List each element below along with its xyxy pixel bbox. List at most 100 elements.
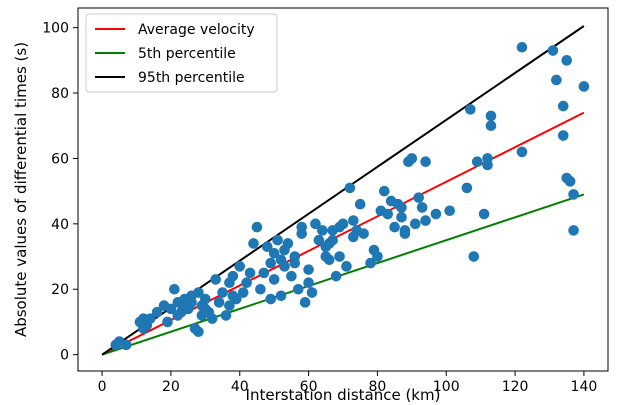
x-tick-label: 80 [369,379,387,395]
data-point [330,270,342,282]
data-point [485,120,497,132]
data-point [551,74,562,86]
data-point [255,283,266,295]
legend-label: 5th percentile [138,46,236,62]
data-point [151,306,163,318]
y-tick-label: 60 [51,151,69,167]
x-tick-label: 120 [502,379,529,395]
x-tick-label: 20 [162,379,180,395]
data-point [444,205,455,217]
legend: Average velocity 5th percentile 95th perce… [85,13,278,93]
data-point [568,225,579,236]
data-point [237,287,249,298]
data-point [292,283,304,295]
data-point [578,81,590,92]
data-point [258,267,270,279]
data-point [220,310,232,321]
data-point [272,234,283,246]
x-tick-label: 40 [231,379,249,395]
data-point [396,211,407,223]
data-points [110,41,590,351]
data-point [354,198,366,210]
plot-frame [77,7,609,372]
data-point [210,274,221,285]
data-point [169,283,180,295]
data-point [348,215,359,226]
data-point [482,153,493,164]
x-tick-label: 60 [300,379,318,395]
data-point [372,251,383,262]
data-point [193,287,204,298]
data-point [358,228,369,239]
series-line [101,193,585,356]
data-point [227,270,239,282]
data-point [396,202,407,213]
data-point [296,221,308,233]
data-point [224,300,235,311]
data-point [234,261,246,272]
data-point [265,293,277,305]
data-point [471,156,483,168]
plot-area [77,7,609,372]
data-point [378,185,390,197]
legend-label: 95th percentile [138,70,245,86]
data-point [561,55,573,66]
data-point [413,192,425,203]
data-point [557,130,569,141]
data-point [310,218,321,230]
data-point [248,238,259,249]
data-point [389,221,400,233]
data-point [231,293,242,305]
data-point [547,45,559,56]
data-point [557,100,569,112]
data-point [299,297,311,308]
data-point [516,41,528,53]
data-point [420,156,431,168]
data-point [327,234,338,246]
data-point [275,290,287,302]
data-point [165,303,177,315]
data-point [399,225,411,236]
x-axis-label: Interstation distance (km) [246,386,441,404]
y-tick-label: 100 [42,21,69,37]
data-point [286,270,297,282]
data-point [244,267,256,279]
data-point [478,208,490,220]
data-point [303,264,314,275]
data-point [120,339,132,351]
data-point [334,251,345,262]
data-point [409,218,421,230]
data-point [206,313,218,324]
data-point [162,316,173,328]
data-point [282,238,294,249]
x-tick-label: 100 [433,379,460,395]
x-axis-ticks: 0 20 40 60 80 100 120 140 [98,371,597,395]
data-point [568,189,579,200]
data-point [337,218,349,230]
data-point [416,202,428,213]
y-tick-label: 0 [60,348,69,364]
data-point [344,182,356,194]
data-point [564,176,576,187]
data-point [420,215,431,226]
data-point [268,274,280,285]
data-point [289,251,301,262]
x-tick-label: 0 [98,379,107,395]
data-point [323,254,335,266]
data-point [465,104,476,115]
data-point [303,277,314,289]
data-point [306,287,318,298]
data-point [516,146,528,158]
y-axis-label: Absolute values of differential times (s… [12,42,30,337]
legend-box [85,13,278,93]
data-point [365,257,376,269]
data-point [485,110,497,122]
data-point [341,261,352,272]
data-point [241,277,252,289]
data-point [268,247,280,259]
data-point [468,251,480,262]
data-point [313,234,325,246]
y-tick-label: 40 [51,217,69,233]
data-point [261,241,273,253]
data-point [200,293,211,305]
